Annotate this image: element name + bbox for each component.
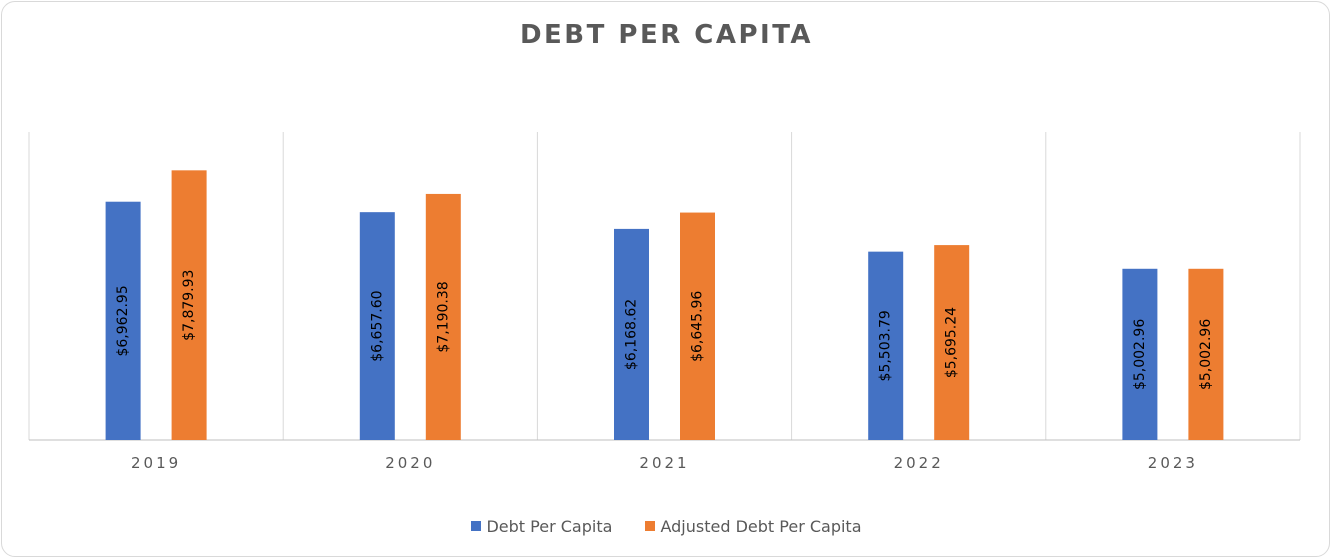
x-tick-label: 2019 [131,454,181,472]
legend-swatch-debt-per-capita [471,521,482,531]
bar-debt-per-capita-2021 [614,228,649,440]
bar-adjusted-debt-per-capita-2021 [680,212,715,440]
chart-legend: Debt Per Capita Adjusted Debt Per Capita [0,516,1333,536]
legend-swatch-adjusted-debt-per-capita [645,521,656,531]
data-label: $5,002.96 [1198,319,1214,390]
bar-debt-per-capita-2023 [1122,268,1158,440]
data-label: $7,879.93 [181,270,197,341]
data-label: $5,002.96 [1132,319,1148,390]
x-tick-label: 2020 [385,454,435,472]
bar-adjusted-debt-per-capita-2022 [934,245,970,440]
legend-label-adjusted-debt-per-capita: Adjusted Debt Per Capita [660,516,862,536]
legend-item-adjusted-debt-per-capita: Adjusted Debt Per Capita [645,516,862,536]
legend-item-debt-per-capita: Debt Per Capita [471,517,612,536]
bar-adjusted-debt-per-capita-2019 [171,170,207,440]
bar-adjusted-debt-per-capita-2020 [425,193,461,440]
data-label: $6,962.95 [115,285,131,356]
bar-debt-per-capita-2019 [105,201,141,440]
x-tick-label: 2023 [1148,454,1198,472]
data-label: $5,503.79 [878,310,894,381]
data-label: $5,695.24 [944,307,960,378]
chart-title: DEBT PER CAPITA [519,20,814,50]
x-tick-label: 2021 [639,454,689,472]
data-label: $6,645.96 [690,291,706,362]
x-tick-label: 2022 [894,454,944,472]
bar-debt-per-capita-2020 [359,212,395,440]
legend-label-debt-per-capita: Debt Per Capita [486,516,613,536]
bar-debt-per-capita-2022 [868,251,904,440]
data-label: $7,190.38 [435,281,451,352]
data-label: $6,168.62 [624,299,640,370]
data-label: $6,657.60 [369,290,385,361]
bar-adjusted-debt-per-capita-2023 [1188,268,1224,440]
